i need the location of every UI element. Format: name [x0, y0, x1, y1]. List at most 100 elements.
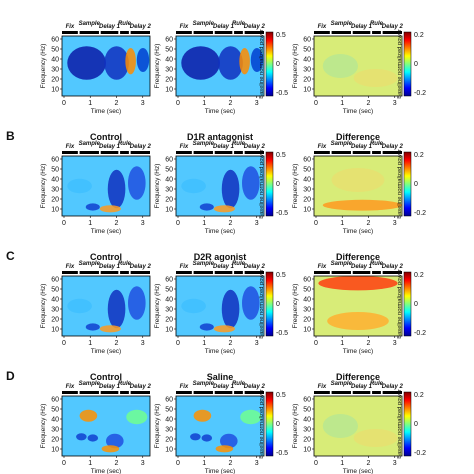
x-tick-label: 3 — [393, 340, 397, 347]
epoch-label: Delay 2 — [244, 24, 266, 30]
panel-title: D1R antagonist — [187, 132, 253, 142]
panel-title: Difference — [336, 132, 380, 142]
y-tick-label: 30 — [51, 186, 59, 193]
epoch-label: Delay 2 — [130, 144, 152, 150]
colorbar-gradient — [403, 151, 412, 217]
epoch-bar-segment — [352, 391, 371, 394]
panel-frame — [175, 155, 265, 217]
colorbar-gradient — [403, 271, 412, 337]
spectrogram-image — [176, 156, 264, 216]
colorbar-tick-label: 0.5 — [276, 152, 286, 159]
colorbar-tick-label: -0.2 — [414, 450, 426, 457]
y-tick-label: 30 — [165, 66, 173, 73]
colorbar-tick-label: 0.2 — [414, 392, 424, 399]
x-tick-label: 0 — [314, 100, 318, 107]
colorbar-main: 0.5 0 -0.5 Baseline normalized power — [259, 389, 288, 459]
x-tick-label: 2 — [367, 100, 371, 107]
spectrogram-image — [314, 396, 402, 456]
colorbar-label: Baseline normalized power — [397, 29, 403, 99]
epoch-bar-segment — [331, 391, 351, 394]
epoch-label: Rule — [232, 381, 246, 387]
colorbar-difference: 0.2 0 -0.2 Baseline normalized power — [397, 149, 426, 219]
colorbar-gradient — [265, 391, 274, 457]
x-tick-label: 0 — [62, 460, 66, 467]
colorbar-tick-label: 0 — [276, 301, 280, 308]
y-tick-label: 30 — [51, 306, 59, 313]
epoch-label: Sample — [79, 381, 101, 387]
spectrogram-image — [62, 156, 150, 216]
epoch-label: Delay 1 — [213, 24, 235, 30]
x-tick-label: 0 — [176, 460, 180, 467]
epoch-label: Fix — [180, 24, 189, 30]
colorbar-tick-label: -0.5 — [276, 330, 288, 337]
x-tick-label: 0 — [314, 220, 318, 227]
x-axis-label: Time (sec) — [343, 228, 373, 235]
y-tick-label: 10 — [51, 446, 59, 453]
y-tick-label: 30 — [303, 306, 311, 313]
colorbar-main: 0.5 0 -0.5 Baseline normalized power — [259, 29, 288, 99]
y-tick-label: 10 — [303, 446, 311, 453]
epoch-label: Delay 1 — [213, 384, 235, 390]
epoch-label: Delay 1 — [99, 384, 121, 390]
epoch-label: Delay 2 — [382, 264, 404, 270]
epoch-bar-segment — [314, 31, 330, 34]
epoch-bar-segment — [382, 31, 402, 34]
y-tick-label: 30 — [51, 426, 59, 433]
epoch-label: Rule — [232, 141, 246, 147]
y-tick-label: 10 — [165, 326, 173, 333]
epoch-label: Delay 2 — [382, 144, 404, 150]
y-tick-label: 20 — [165, 316, 173, 323]
epoch-bar-segment — [100, 151, 119, 154]
y-tick-label: 30 — [165, 186, 173, 193]
colorbar-gradient — [265, 31, 274, 97]
y-tick-label: 60 — [303, 396, 311, 403]
epoch-label: Delay 1 — [351, 264, 373, 270]
spectrogram-image — [176, 396, 264, 456]
y-axis-label: Frequency (Hz) — [154, 44, 161, 89]
x-tick-label: 2 — [115, 460, 119, 467]
y-tick-label: 30 — [303, 426, 311, 433]
epoch-bar-segment — [79, 391, 99, 394]
epoch-bar-segment — [331, 31, 351, 34]
epoch-label: Sample — [193, 381, 215, 387]
y-tick-label: 30 — [165, 426, 173, 433]
spectrogram-image — [176, 276, 264, 336]
y-tick-label: 50 — [165, 286, 173, 293]
epoch-label: Delay 2 — [382, 24, 404, 30]
x-tick-label: 1 — [340, 460, 344, 467]
epoch-bar-segment — [120, 31, 129, 34]
y-tick-label: 60 — [51, 396, 59, 403]
epoch-bar-segment — [130, 151, 150, 154]
y-tick-label: 30 — [303, 186, 311, 193]
epoch-bar-segment — [62, 271, 78, 274]
epoch-label: Rule — [118, 261, 132, 267]
spectrogram-image — [62, 36, 150, 96]
epoch-label: Delay 1 — [351, 384, 373, 390]
y-tick-label: 40 — [165, 176, 173, 183]
epoch-bar-segment — [62, 391, 78, 394]
epoch-label: Delay 2 — [244, 144, 266, 150]
spectrogram-image — [314, 276, 402, 336]
colorbar-gradient — [265, 271, 274, 337]
epoch-label: Delay 1 — [351, 24, 373, 30]
x-axis-label: Time (sec) — [91, 228, 121, 235]
epoch-bar-segment — [214, 31, 233, 34]
y-axis-label: Frequency (Hz) — [154, 284, 161, 329]
x-tick-label: 3 — [255, 460, 259, 467]
y-tick-label: 20 — [51, 196, 59, 203]
x-tick-label: 3 — [393, 220, 397, 227]
epoch-label: Rule — [370, 381, 384, 387]
colorbar-label: Baseline normalized power — [397, 149, 403, 219]
epoch-label: Sample — [193, 21, 215, 27]
y-tick-label: 10 — [51, 206, 59, 213]
epoch-bar-segment — [79, 271, 99, 274]
y-axis-label: Frequency (Hz) — [40, 284, 47, 329]
spectrogram-image — [314, 36, 402, 96]
colorbar-gradient — [403, 31, 412, 97]
y-tick-label: 50 — [51, 46, 59, 53]
